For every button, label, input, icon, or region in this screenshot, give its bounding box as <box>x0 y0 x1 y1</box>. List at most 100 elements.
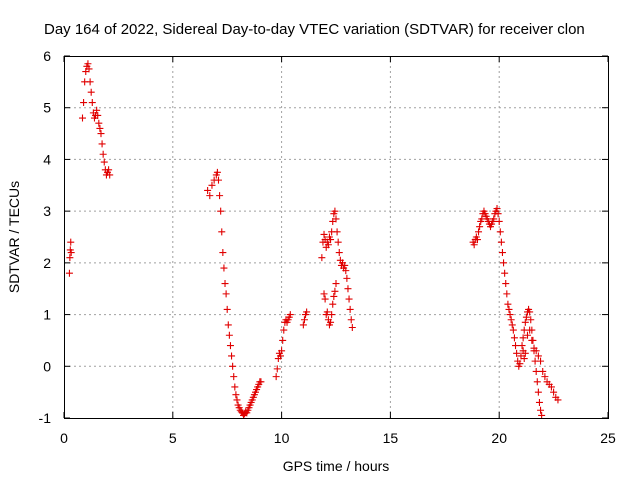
data-point <box>505 305 513 313</box>
data-point <box>300 316 308 324</box>
data-point <box>554 396 562 404</box>
data-point <box>226 342 234 350</box>
data-point <box>98 140 106 148</box>
y-tick-label: -1 <box>39 410 52 426</box>
data-point <box>214 176 222 184</box>
data-point <box>334 238 342 246</box>
data-point <box>105 166 113 174</box>
data-point <box>519 334 527 342</box>
data-point <box>222 290 230 298</box>
data-point <box>518 342 526 350</box>
data-point <box>221 280 229 288</box>
data-point <box>497 238 505 246</box>
x-tick-label: 0 <box>60 430 68 446</box>
data-point <box>333 228 341 236</box>
x-tick-label: 15 <box>383 430 399 446</box>
data-point <box>533 378 541 386</box>
data-point <box>335 249 343 257</box>
data-point <box>470 241 478 249</box>
data-point <box>84 60 92 68</box>
data-point <box>225 331 233 339</box>
y-tick-label: 4 <box>43 151 51 167</box>
data-point <box>204 186 212 194</box>
data-point <box>495 217 503 225</box>
data-point <box>65 269 73 277</box>
data-point <box>341 261 349 269</box>
data-point <box>327 318 335 326</box>
y-axis-label: SDTVAR / TECUs <box>6 181 22 293</box>
data-point <box>257 378 265 386</box>
data-point <box>86 78 94 86</box>
data-point <box>331 207 339 215</box>
data-point <box>473 236 481 244</box>
data-point <box>329 300 337 308</box>
data-point <box>521 318 529 326</box>
data-point <box>528 336 536 344</box>
data-point <box>67 238 75 246</box>
data-point <box>93 106 101 114</box>
data-point <box>273 365 281 373</box>
data-point <box>521 349 529 357</box>
data-point <box>500 259 508 267</box>
data-point <box>106 171 114 179</box>
data-point <box>534 352 542 360</box>
data-point <box>532 367 540 375</box>
data-point <box>527 316 535 324</box>
data-point <box>550 388 558 396</box>
data-point <box>512 342 520 350</box>
data-point <box>504 300 512 308</box>
data-point <box>229 362 237 370</box>
y-tick-label: 2 <box>43 255 51 271</box>
data-point <box>224 321 232 329</box>
x-tick-label: 25 <box>600 430 616 446</box>
y-tick-label: 1 <box>43 307 51 323</box>
data-point <box>327 236 335 244</box>
plot-frame <box>64 56 609 419</box>
data-point <box>501 269 509 277</box>
data-point <box>516 360 524 368</box>
data-point <box>323 308 331 316</box>
data-point <box>99 150 107 158</box>
grid-lines <box>64 56 608 418</box>
data-point <box>496 228 504 236</box>
data-point <box>475 228 483 236</box>
data-point <box>510 334 518 342</box>
data-point <box>228 352 236 360</box>
data-point <box>206 192 214 200</box>
data-point <box>345 295 353 303</box>
y-tick-label: 5 <box>43 100 51 116</box>
data-point <box>279 336 287 344</box>
data-point <box>80 99 88 107</box>
data-point <box>526 308 534 316</box>
data-point <box>503 290 511 298</box>
data-point <box>537 406 545 414</box>
data-point <box>223 305 231 313</box>
data-point <box>344 285 352 293</box>
data-point <box>535 398 543 406</box>
data-point <box>520 355 528 363</box>
data-point <box>346 305 354 313</box>
data-point <box>342 267 350 275</box>
data-point <box>538 411 546 419</box>
data-point <box>96 124 104 132</box>
data-point <box>522 313 530 321</box>
data-point <box>217 207 225 215</box>
data-point <box>331 287 339 295</box>
data-point <box>286 311 294 319</box>
data-point <box>66 254 74 262</box>
data-point <box>320 290 328 298</box>
data-point <box>67 249 75 257</box>
data-point <box>213 168 221 176</box>
data-point <box>94 111 102 119</box>
data-point <box>343 274 351 282</box>
data-point <box>88 99 96 107</box>
data-point <box>541 373 549 381</box>
data-point <box>232 391 240 399</box>
data-point <box>537 357 545 365</box>
data-point <box>328 311 336 319</box>
data-point <box>277 352 285 360</box>
data-point <box>347 316 355 324</box>
data-point <box>299 321 307 329</box>
data-point <box>534 388 542 396</box>
